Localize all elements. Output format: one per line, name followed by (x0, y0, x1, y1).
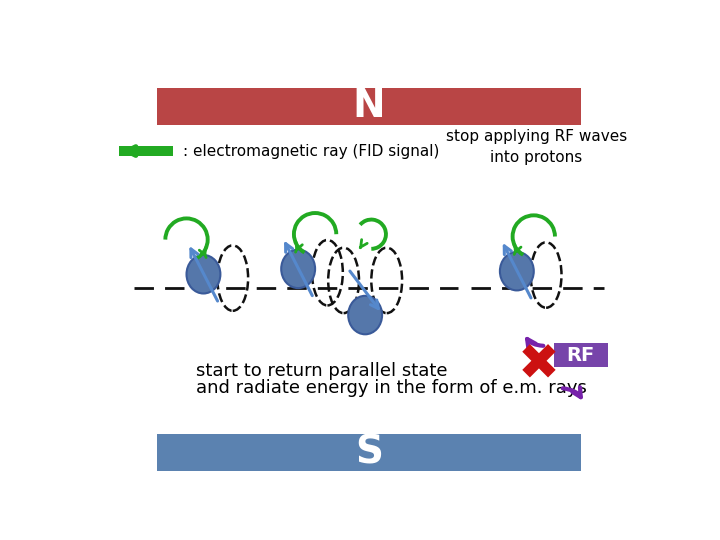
Bar (157, 88, 581, 125)
Text: S: S (355, 434, 383, 472)
Text: stop applying RF waves
into protons: stop applying RF waves into protons (446, 129, 627, 165)
Bar (119, 146, 173, 156)
Bar (157, 434, 581, 471)
Ellipse shape (348, 296, 382, 334)
Ellipse shape (282, 249, 315, 288)
Text: ✖: ✖ (518, 341, 559, 389)
Text: N: N (353, 87, 385, 125)
Text: : electromagnetic ray (FID signal): : electromagnetic ray (FID signal) (183, 144, 439, 159)
Ellipse shape (500, 252, 534, 291)
Text: RF: RF (567, 346, 595, 365)
Text: start to return parallel state: start to return parallel state (196, 362, 447, 380)
Text: and radiate energy in the form of e.m. rays: and radiate energy in the form of e.m. r… (196, 379, 587, 397)
Ellipse shape (186, 255, 220, 294)
Bar (554, 343, 608, 367)
